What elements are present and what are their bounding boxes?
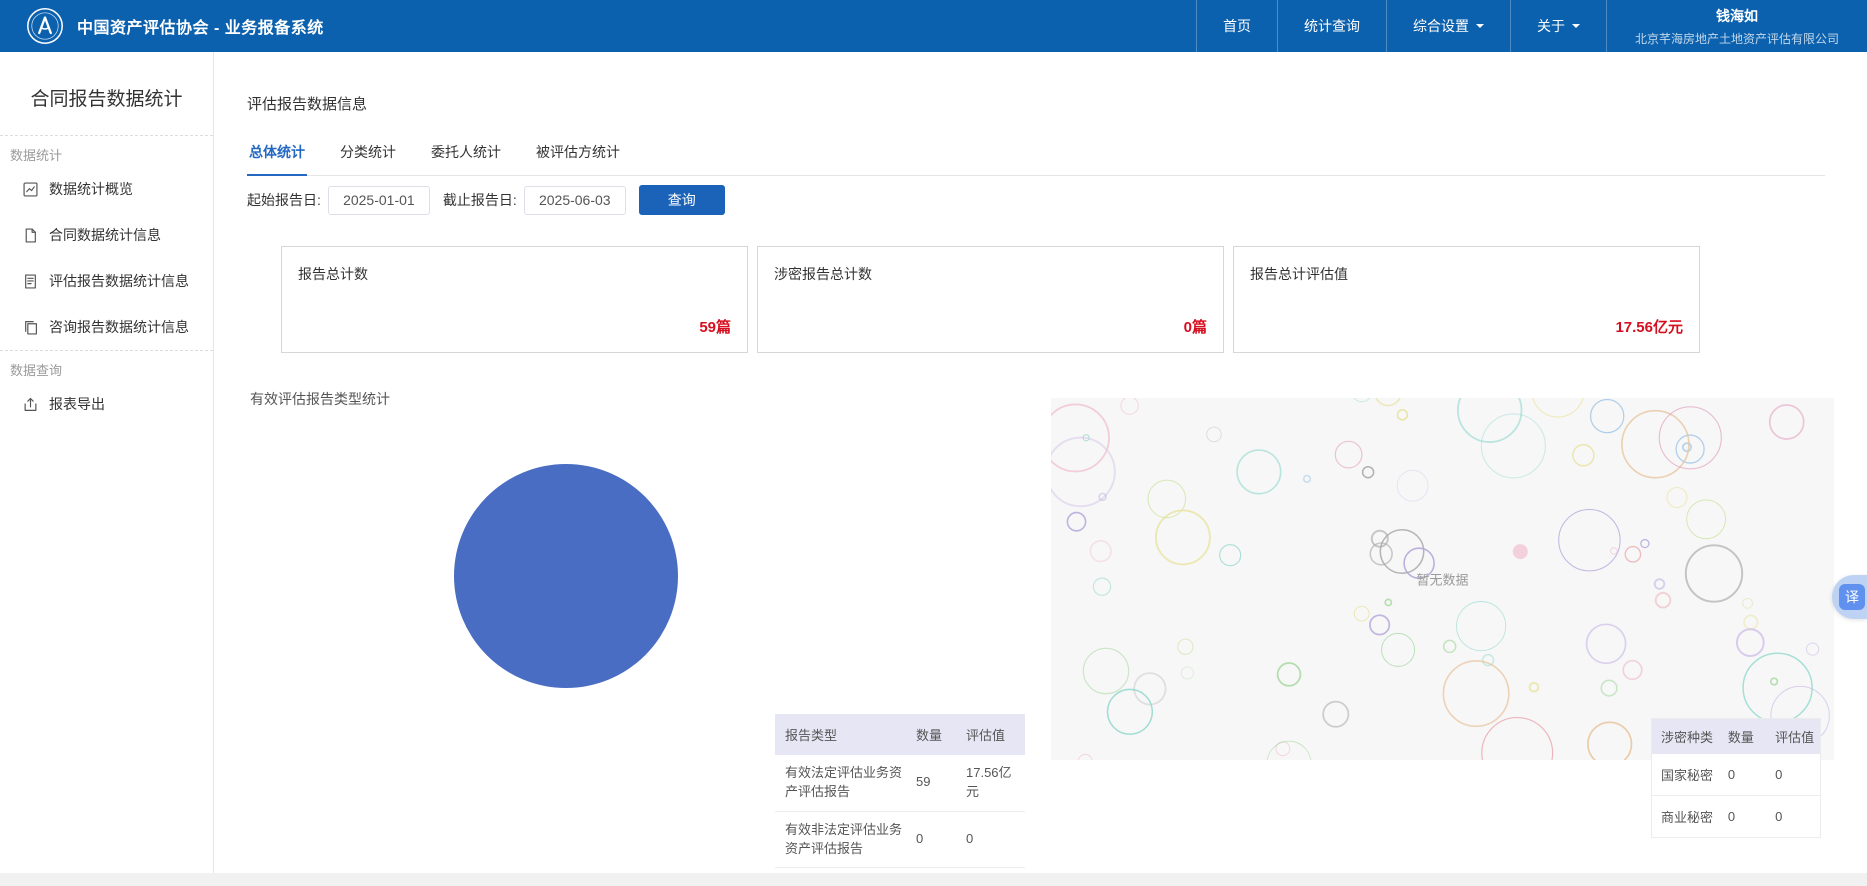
copy-documents-icon — [25, 320, 37, 335]
stat-card-value: 59篇 — [699, 319, 731, 336]
nav-item-settings[interactable]: 综合设置 — [1385, 0, 1510, 52]
column-header: 涉密种类 — [1651, 718, 1719, 754]
column-header: 评估值 — [1766, 718, 1821, 754]
table-cell: 0 — [1718, 754, 1767, 796]
nav-item-home[interactable]: 首页 — [1195, 0, 1277, 52]
table-cell: 59 — [906, 755, 956, 812]
start-date-input[interactable] — [327, 185, 430, 215]
sidebar-item-data-overview[interactable]: 数据统计概览 — [0, 166, 213, 212]
end-date-label: 截止报告日: — [442, 192, 517, 208]
translate-float-button[interactable]: 译 — [1832, 575, 1867, 619]
secret-category-table: 涉密种类 数量 评估值 国家秘密 0 0 商业秘密 0 0 — [1651, 718, 1821, 838]
table-row: 国家秘密 0 0 — [1651, 754, 1821, 796]
table-cell: 国家秘密 — [1651, 754, 1719, 796]
filter-row: 起始报告日: 截止报告日: 查询 — [247, 185, 725, 215]
contract-file-icon — [25, 227, 36, 243]
search-button[interactable]: 查询 — [638, 185, 725, 215]
nav-item-label: 关于 — [1536, 18, 1565, 34]
sidebar-item-label: 报表导出 — [49, 396, 105, 412]
sidebar-title: 合同报告数据统计 — [30, 89, 183, 110]
chart-section-title: 有效评估报告类型统计 — [250, 391, 390, 407]
column-header: 数量 — [1718, 718, 1767, 754]
stat-cards-row: 报告总计数 59篇 涉密报告总计数 0篇 报告总计评估值 17.56亿元 — [281, 246, 1700, 353]
stat-card-title: 报告总计评估值 — [1250, 266, 1348, 282]
sidebar: 合同报告数据统计 数据统计 数据统计概览 合同数据统计信息 评估报 — [0, 52, 214, 886]
sidebar-section-data-statistics: 数据统计 — [10, 148, 63, 163]
tab-evaluated-party-statistics[interactable]: 被评估方统计 — [536, 144, 620, 160]
table-header-row: 报告类型 数量 评估值 — [775, 714, 1025, 755]
sidebar-item-label: 数据统计概览 — [49, 181, 133, 197]
end-date-input[interactable] — [523, 185, 626, 215]
nav-item-label: 综合设置 — [1412, 18, 1469, 34]
chevron-down-icon — [1571, 24, 1580, 32]
sidebar-item-label: 咨询报告数据统计信息 — [49, 319, 189, 335]
nav-item-label: 首页 — [1222, 18, 1251, 34]
sidebar-item-report-export[interactable]: 报表导出 — [0, 381, 213, 427]
table-cell: 0 — [1718, 795, 1767, 838]
stat-card-title: 报告总计数 — [298, 266, 368, 282]
table-header-row: 涉密种类 数量 评估值 — [1651, 718, 1821, 754]
stat-card-title: 涉密报告总计数 — [774, 266, 872, 282]
table-cell: 有效非法定评估业务资产评估报告 — [775, 811, 906, 869]
stat-card-secret-reports: 涉密报告总计数 0篇 — [757, 246, 1224, 353]
table-cell: 商业秘密 — [1651, 795, 1719, 838]
tab-bar: 总体统计 分类统计 委托人统计 被评估方统计 — [247, 142, 1825, 176]
table-row: 有效法定评估业务资产评估报告 59 17.56亿元 — [775, 755, 1025, 812]
chevron-down-icon — [1475, 24, 1484, 32]
export-icon — [24, 397, 37, 411]
stat-card-value: 17.56亿元 — [1615, 319, 1683, 336]
tab-category-statistics[interactable]: 分类统计 — [340, 144, 396, 160]
sidebar-item-contract-statistics[interactable]: 合同数据统计信息 — [0, 212, 213, 258]
stat-card-total-reports: 报告总计数 59篇 — [281, 246, 748, 353]
divider — [0, 350, 213, 351]
secret-bubble-chart: 暂无数据 — [1051, 398, 1834, 760]
table-cell: 0 — [956, 811, 1025, 869]
divider — [0, 135, 213, 136]
report-document-icon — [25, 273, 36, 289]
user-name: 钱海如 — [1715, 7, 1758, 24]
column-header: 报告类型 — [775, 714, 906, 755]
user-menu[interactable]: 钱海如 北京芊海房地产土地资产评估有限公司 — [1605, 0, 1867, 52]
empty-data-text: 暂无数据 — [1416, 572, 1469, 588]
page-title: 评估报告数据信息 — [247, 96, 368, 113]
user-company: 北京芊海房地产土地资产评估有限公司 — [1634, 31, 1839, 46]
app-title: 中国资产评估协会 - 业务报备系统 — [77, 20, 324, 37]
column-header: 评估值 — [956, 714, 1025, 755]
stat-card-total-value: 报告总计评估值 17.56亿元 — [1233, 246, 1700, 353]
column-header: 数量 — [906, 714, 956, 755]
main-content: 评估报告数据信息 总体统计 分类统计 委托人统计 被评估方统计 起始报告日: 截… — [214, 52, 1867, 886]
translate-icon: 译 — [1839, 584, 1865, 610]
stat-card-value: 0篇 — [1183, 319, 1207, 336]
chart-overview-icon — [23, 181, 38, 197]
sidebar-section-data-query: 数据查询 — [10, 363, 63, 378]
bottom-scroll-strip — [0, 873, 1867, 886]
nav-item-statistics-query[interactable]: 统计查询 — [1276, 0, 1386, 52]
table-row: 商业秘密 0 0 — [1651, 795, 1821, 838]
tab-overall-statistics[interactable]: 总体统计 — [247, 142, 307, 176]
sidebar-item-label: 合同数据统计信息 — [49, 227, 161, 243]
table-cell: 0 — [1766, 795, 1821, 838]
report-type-table: 报告类型 数量 评估值 有效法定评估业务资产评估报告 59 17.56亿元 有效… — [775, 714, 1025, 869]
table-cell: 17.56亿元 — [956, 755, 1025, 812]
association-logo-icon — [26, 7, 64, 45]
tab-client-statistics[interactable]: 委托人统计 — [431, 144, 501, 160]
top-navigation: 首页 统计查询 综合设置 关于 钱海如 北京芊海房地产土地资产评估有限公司 — [1195, 0, 1867, 52]
report-type-pie-chart — [454, 464, 678, 688]
sidebar-item-consulting-report-statistics[interactable]: 咨询报告数据统计信息 — [0, 304, 213, 350]
table-row: 有效非法定评估业务资产评估报告 0 0 — [775, 811, 1025, 869]
nav-item-label: 统计查询 — [1303, 18, 1360, 34]
top-bar: 中国资产评估协会 - 业务报备系统 首页 统计查询 综合设置 关于 钱海如 北京… — [0, 0, 1867, 52]
start-date-label: 起始报告日: — [247, 192, 321, 208]
table-cell: 有效法定评估业务资产评估报告 — [775, 755, 906, 812]
sidebar-item-label: 评估报告数据统计信息 — [49, 273, 189, 289]
table-cell: 0 — [1766, 754, 1821, 796]
sidebar-item-evaluation-report-statistics[interactable]: 评估报告数据统计信息 — [0, 258, 213, 304]
nav-item-about[interactable]: 关于 — [1509, 0, 1606, 52]
table-cell: 0 — [906, 811, 956, 869]
